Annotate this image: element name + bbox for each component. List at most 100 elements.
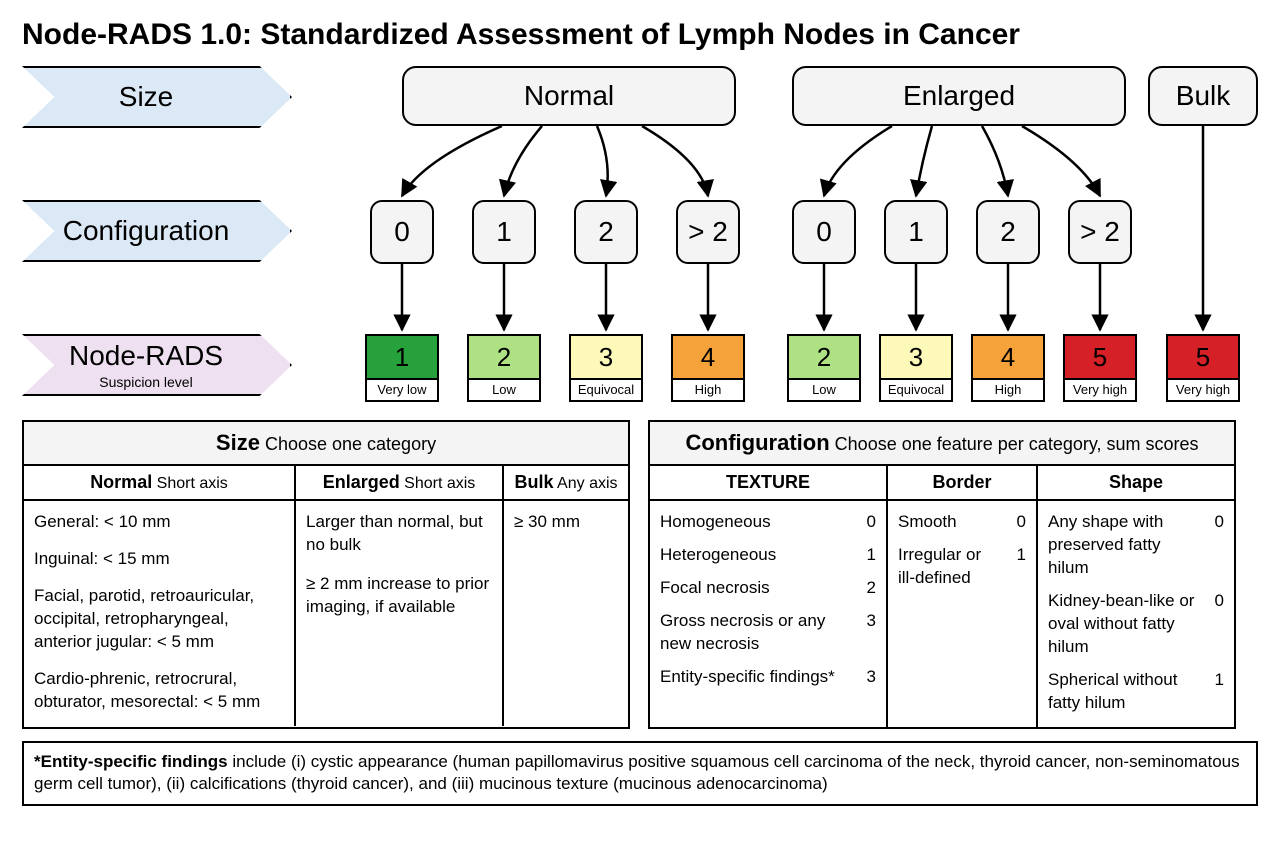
- result-box: 4High: [671, 334, 745, 402]
- result-box: 1Very low: [365, 334, 439, 402]
- config-box: > 2: [1068, 200, 1132, 264]
- score-row: Irregular or ill-defined1: [898, 544, 1026, 590]
- size-subheader: Enlarged Short axis: [294, 466, 502, 501]
- cfg-texture-cell: Homogeneous 0 Heterogeneous 1 Focal necrosis…: [650, 501, 886, 727]
- score-value: 0: [1206, 590, 1224, 659]
- score-value: 3: [858, 666, 876, 689]
- score-text: Focal necrosis: [660, 577, 848, 600]
- size-text-line: Inguinal: < 15 mm: [34, 548, 284, 571]
- result-label: Very high: [1168, 378, 1238, 400]
- chevron-size: Size: [22, 66, 292, 128]
- cfg-border-cell: Smooth 0 Irregular or ill-defined1: [886, 501, 1036, 727]
- result-box: 3Equivocal: [879, 334, 953, 402]
- result-box: 3Equivocal: [569, 334, 643, 402]
- size-subheader: Normal Short axis: [24, 466, 294, 501]
- result-label: Equivocal: [571, 378, 641, 400]
- chevron-configuration: Configuration: [22, 200, 292, 262]
- size-text-line: ≥ 30 mm: [514, 511, 618, 534]
- result-label: High: [973, 378, 1043, 400]
- chevron-size-label: Size: [119, 81, 173, 113]
- result-number: 2: [789, 336, 859, 378]
- result-label: Equivocal: [881, 378, 951, 400]
- size-text-line: ≥ 2 mm increase to prior imaging, if ava…: [306, 573, 492, 619]
- score-row: Homogeneous 0: [660, 511, 876, 534]
- flow-diagram: Size Configuration Node-RADS Suspicion l…: [22, 66, 1258, 406]
- config-box: 1: [884, 200, 948, 264]
- size-subheader: Bulk Any axis: [502, 466, 628, 501]
- result-label: High: [673, 378, 743, 400]
- result-box: 4High: [971, 334, 1045, 402]
- score-text: Entity-specific findings*: [660, 666, 848, 689]
- size-normal-cell: General: < 10 mm Inguinal: < 15 mm Facial,…: [24, 501, 294, 726]
- result-box: 2Low: [787, 334, 861, 402]
- score-text: Any shape with preserved fatty hilum: [1048, 511, 1196, 580]
- configuration-panel: Configuration Choose one feature per cat…: [648, 420, 1236, 729]
- score-text: Gross necrosis or any new necrosis: [660, 610, 848, 656]
- score-row: Entity-specific findings* 3: [660, 666, 876, 689]
- score-text: Spherical without fatty hilum: [1048, 669, 1196, 715]
- score-row: Gross necrosis or any new necrosis3: [660, 610, 876, 656]
- result-number: 2: [469, 336, 539, 378]
- score-row: Spherical without fatty hilum1: [1048, 669, 1224, 715]
- score-text: Irregular or ill-defined: [898, 544, 998, 590]
- size-bulk-cell: ≥ 30 mm: [502, 501, 628, 726]
- tables-region: Size Choose one category Normal Short ax…: [22, 420, 1258, 729]
- size-text-line: Larger than normal, but no bulk: [306, 511, 492, 557]
- score-row: Smooth 0: [898, 511, 1026, 534]
- result-number: 4: [673, 336, 743, 378]
- page-title: Node-RADS 1.0: Standardized Assessment o…: [22, 18, 1258, 52]
- config-box: 0: [792, 200, 856, 264]
- chevron-noderads-label: Node-RADS: [69, 340, 223, 372]
- score-row: Any shape with preserved fatty hilum0: [1048, 511, 1224, 580]
- size-panel-header: Size Choose one category: [24, 422, 628, 466]
- config-subheader: Shape: [1036, 466, 1234, 501]
- score-value: 2: [858, 577, 876, 600]
- config-box: 2: [976, 200, 1040, 264]
- score-text: Kidney-bean-like or oval without fatty h…: [1048, 590, 1196, 659]
- config-box: 0: [370, 200, 434, 264]
- chevron-noderads: Node-RADS Suspicion level: [22, 334, 292, 396]
- size-panel: Size Choose one category Normal Short ax…: [22, 420, 630, 729]
- config-subheader: TEXTURE: [650, 466, 886, 501]
- config-panel-header: Configuration Choose one feature per cat…: [650, 422, 1234, 466]
- result-label: Very high: [1065, 378, 1135, 400]
- result-number: 5: [1065, 336, 1135, 378]
- score-text: Smooth: [898, 511, 998, 534]
- config-box: 1: [472, 200, 536, 264]
- result-box: 5Very high: [1166, 334, 1240, 402]
- score-value: 3: [858, 610, 876, 656]
- score-text: Heterogeneous: [660, 544, 848, 567]
- result-label: Low: [469, 378, 539, 400]
- result-label: Low: [789, 378, 859, 400]
- result-number: 5: [1168, 336, 1238, 378]
- chevron-noderads-sub: Suspicion level: [99, 374, 192, 390]
- config-subheader: Border: [886, 466, 1036, 501]
- result-number: 3: [881, 336, 951, 378]
- score-value: 0: [1008, 511, 1026, 534]
- score-row: Heterogeneous 1: [660, 544, 876, 567]
- config-box: 2: [574, 200, 638, 264]
- score-value: 0: [858, 511, 876, 534]
- size-enlarged-cell: Larger than normal, but no bulk ≥ 2 mm in…: [294, 501, 502, 726]
- cfg-shape-cell: Any shape with preserved fatty hilum0Kid…: [1036, 501, 1234, 727]
- result-box: 2Low: [467, 334, 541, 402]
- result-box: 5Very high: [1063, 334, 1137, 402]
- result-number: 4: [973, 336, 1043, 378]
- score-value: 1: [1008, 544, 1026, 590]
- score-row: Kidney-bean-like or oval without fatty h…: [1048, 590, 1224, 659]
- score-value: 0: [1206, 511, 1224, 580]
- score-row: Focal necrosis 2: [660, 577, 876, 600]
- score-value: 1: [858, 544, 876, 567]
- size-text-line: General: < 10 mm: [34, 511, 284, 534]
- size-box: Enlarged: [792, 66, 1126, 126]
- size-text-line: Facial, parotid, retroauricular, occipit…: [34, 585, 284, 654]
- score-value: 1: [1206, 669, 1224, 715]
- result-number: 3: [571, 336, 641, 378]
- score-text: Homogeneous: [660, 511, 848, 534]
- size-box: Normal: [402, 66, 736, 126]
- footnote: *Entity-specific findings include (i) cy…: [22, 741, 1258, 807]
- result-label: Very low: [367, 378, 437, 400]
- chevron-config-label: Configuration: [63, 215, 230, 247]
- size-text-line: Cardio-phrenic, retrocrural, obturator, …: [34, 668, 284, 714]
- size-box: Bulk: [1148, 66, 1258, 126]
